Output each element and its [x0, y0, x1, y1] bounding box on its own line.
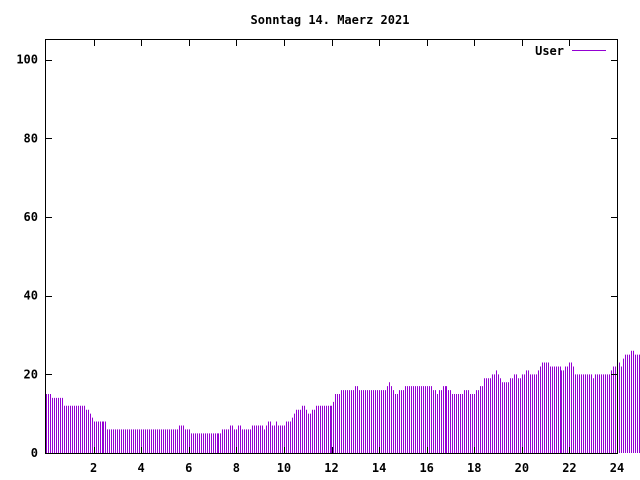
- y-axis: 0 20 40 60 80 100: [16, 53, 617, 460]
- x-tick-label: 14: [372, 461, 386, 475]
- x-tick-label: 22: [562, 461, 576, 475]
- y-tick-label: 80: [24, 131, 38, 145]
- plot-frame: [45, 39, 618, 454]
- x-tick-label: 6: [185, 461, 192, 475]
- legend: User: [535, 44, 606, 58]
- y-tick-label: 0: [31, 446, 38, 460]
- x-tick-label: 20: [515, 461, 529, 475]
- x-tick-label: 2: [90, 461, 97, 475]
- x-tick-label: 24: [610, 461, 624, 475]
- x-tick-label: 10: [277, 461, 291, 475]
- y-tick-label: 100: [16, 53, 38, 67]
- y-tick-label: 60: [24, 210, 38, 224]
- x-tick-label: 16: [419, 461, 433, 475]
- chart-title: Sonntag 14. Maerz 2021: [251, 13, 410, 27]
- y-tick-label: 40: [24, 289, 38, 303]
- bar-series: [46, 350, 640, 453]
- legend-label-user: User: [535, 44, 564, 58]
- x-tick-label: 8: [233, 461, 240, 475]
- x-tick-label: 18: [467, 461, 481, 475]
- x-tick-label: 12: [324, 461, 338, 475]
- y-tick-label: 20: [24, 367, 38, 381]
- x-axis: 2 4 6 8 10 12 14 16 18 20 22 24: [90, 40, 624, 475]
- x-tick-label: 4: [138, 461, 145, 475]
